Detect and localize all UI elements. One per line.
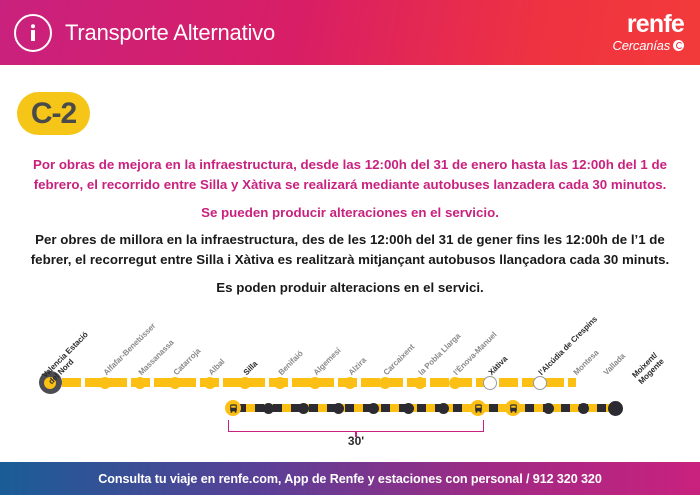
frequency-bracket [228,420,484,437]
station-marker [99,376,111,389]
bus-stop-marker [542,402,554,414]
station-label: Xàtiva [486,354,510,377]
rail-gap [219,378,223,387]
frequency-label: 30' [347,434,365,448]
bus-stop-marker [577,402,589,414]
footer-text: Consulta tu viaje en renfe.com, App de R… [98,471,602,486]
bus-shuttle-line [228,404,618,412]
station-label: Silla [241,359,260,377]
notice-valencian-body: Per obres de millora en la infraestructu… [30,232,670,267]
station-label: Catarroja [171,346,203,377]
rail-gap [357,378,361,387]
rail-gap [334,378,338,387]
rail-gap [288,378,292,387]
page-title: Transporte Alternativo [65,19,276,45]
bus-stop-marker [402,402,414,414]
rail-gap [518,378,522,387]
station-label: Benifaió [276,348,305,377]
station-marker [414,376,426,389]
rail-gap [150,378,154,387]
brand-name: renfe [626,9,685,38]
bus-transfer-icon [505,400,521,416]
bus-stop-marker [297,402,309,414]
notice-spanish-note: Se pueden producir alteraciones en el se… [201,205,499,220]
brand-subtitle-text: Cercanías [612,37,671,53]
rail-gap [403,378,407,387]
frequency-bracket-tick [355,432,357,437]
rail-gap [196,378,200,387]
rail-gap [265,378,269,387]
info-icon [14,13,52,52]
station-label: l’Alcúdia de Crespins [536,314,600,377]
bus-stop-marker [437,402,449,414]
cercanias-symbol-icon [673,39,684,51]
station-marker [44,376,56,389]
rail-gap [495,378,499,387]
rail-line [40,378,576,387]
rail-gap [426,378,430,387]
rail-gap [564,378,568,387]
station-marker [169,376,181,389]
bus-stop-marker [607,400,623,416]
station-label: Massanassa [136,337,176,377]
rail-gap [472,378,476,387]
station-label: Montesa [571,348,601,377]
renfe-logo: renfe Cercanías [613,9,685,54]
station-label: Moixent/ Mogente [630,350,666,386]
station-marker [274,376,286,389]
rail-gap [127,378,131,387]
page-footer: Consulta tu viaje en renfe.com, App de R… [0,462,700,495]
line-badge-c2: C-2 [17,92,90,135]
station-label: Algemesí [311,346,343,377]
line-badge-label: C-2 [30,96,77,130]
station-marker [239,376,251,389]
page-header: Transporte Alternativo renfe Cercanías [0,0,700,65]
station-label: Carcaixent [381,342,417,377]
notice-spanish: Por obras de mejora en la infraestructur… [22,155,678,223]
notice-spanish-body: Por obras de mejora en la infraestructur… [32,157,668,192]
bus-transfer-icon [470,400,486,416]
station-marker [344,376,356,389]
notice-valencian: Per obres de millora en la infraestructu… [22,230,678,298]
bus-transfer-icon [225,400,241,416]
bus-stop-marker [262,402,274,414]
station-marker [204,376,216,389]
station-marker [309,376,321,389]
rail-gap [81,378,85,387]
bus-stop-marker [332,402,344,414]
station-label: Albal [206,357,227,377]
bus-stop-marker [367,402,379,414]
station-marker [134,376,146,389]
station-marker [379,376,391,389]
brand-subtitle: Cercanías [613,39,684,52]
station-label: Vallada [601,351,628,377]
station-marker [533,375,547,390]
station-marker [483,375,497,390]
notice-valencian-note: Es poden produir alteracions en el servi… [216,280,484,295]
station-label: Alzira [346,355,368,377]
station-marker [449,376,461,389]
